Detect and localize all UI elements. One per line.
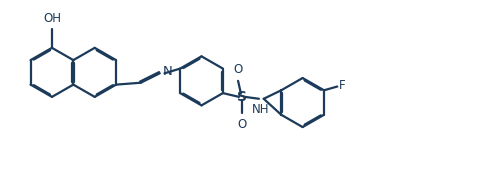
Text: NH: NH (252, 103, 270, 116)
Text: OH: OH (43, 12, 61, 25)
Text: S: S (237, 90, 247, 104)
Text: O: O (237, 118, 247, 131)
Text: F: F (339, 79, 346, 92)
Text: O: O (234, 63, 243, 76)
Text: N: N (162, 65, 172, 78)
